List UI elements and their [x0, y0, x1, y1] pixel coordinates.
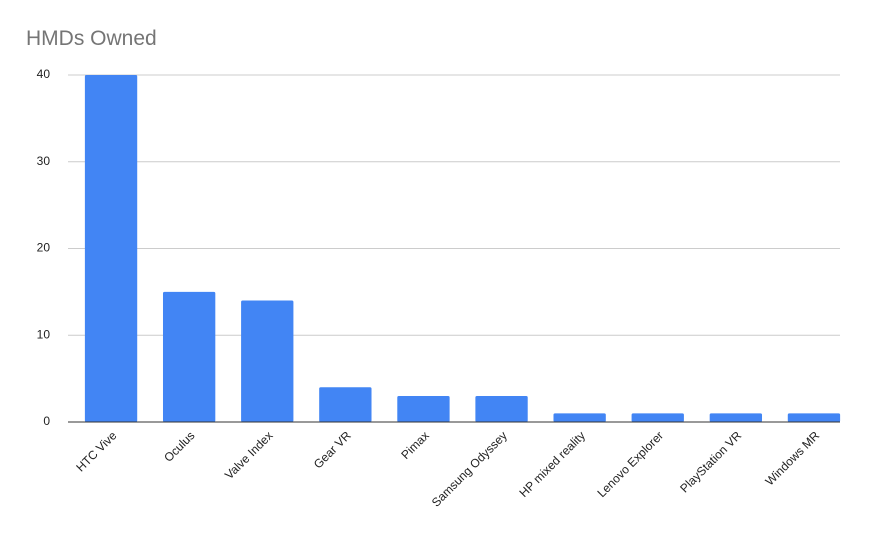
bar — [787, 413, 841, 422]
bar — [475, 395, 528, 422]
y-tick-label: 30 — [37, 154, 51, 168]
bar — [631, 413, 684, 422]
y-tick-label: 0 — [43, 414, 50, 428]
y-tick-label: 20 — [37, 241, 51, 255]
bar — [84, 75, 138, 422]
bar — [319, 387, 372, 422]
bar — [553, 413, 606, 422]
bar — [241, 300, 294, 422]
y-tick-label: 40 — [37, 67, 51, 81]
y-tick-label: 10 — [37, 327, 51, 341]
bar — [397, 395, 450, 422]
bar — [709, 413, 763, 422]
chart-title: HMDs Owned — [26, 27, 157, 50]
bar — [162, 291, 216, 422]
